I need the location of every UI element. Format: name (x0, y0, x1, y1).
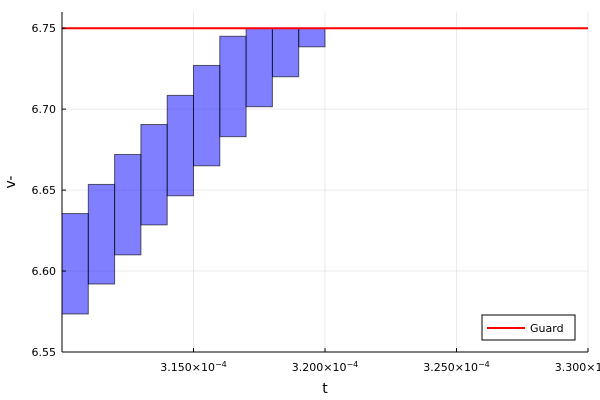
reach-box-7 (245, 27, 273, 108)
y-tick-label: 6.65 (32, 184, 57, 197)
reach-box-5 (193, 64, 221, 167)
reach-box-1 (87, 183, 116, 285)
reach-box-6 (219, 35, 247, 138)
reach-set-boxes (61, 27, 326, 315)
x-tick-label: 3.250×10−4 (423, 360, 490, 374)
y-tick-label: 6.75 (32, 22, 57, 35)
x-tick-label: 3.200×10−4 (292, 360, 359, 374)
y-axis-title: v- (3, 176, 19, 189)
reach-box-0 (61, 213, 89, 315)
axes: 3.150×10−4 3.200×10−4 3.250×10−4 3.300×10−4… (32, 12, 600, 374)
reach-box-2 (114, 153, 142, 256)
x-axis-title: t (322, 381, 328, 397)
x-tick-label: 3.150×10−4 (160, 360, 227, 374)
reach-box-3 (140, 124, 168, 226)
reach-box-4 (166, 94, 194, 197)
x-tick-label: 3.300×10−4 (555, 360, 600, 374)
legend: Guard (481, 314, 576, 341)
y-tick-label: 6.55 (32, 346, 57, 359)
legend-label-guard: Guard (530, 322, 564, 335)
y-tick-label: 6.60 (32, 265, 57, 278)
reach-box-9 (298, 27, 326, 48)
y-tick-label: 6.70 (32, 103, 57, 116)
reach-box-8 (271, 27, 300, 78)
